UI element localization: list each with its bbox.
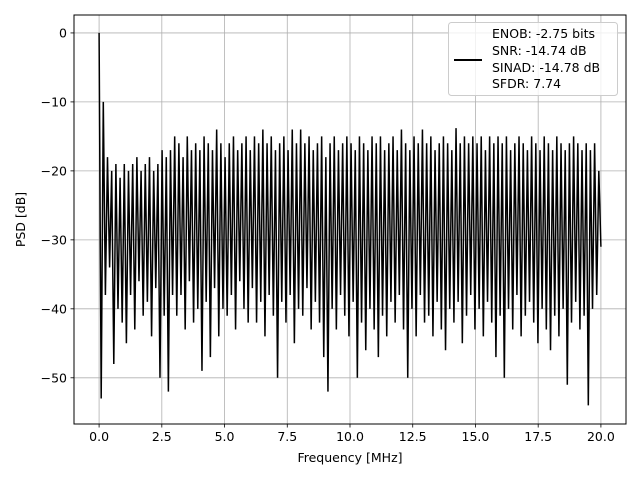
y-tick-label: −10 <box>41 94 67 109</box>
y-tick-label: −50 <box>41 370 67 385</box>
x-tick-label: 10.0 <box>336 429 364 444</box>
y-tick-label: −40 <box>41 301 67 316</box>
x-tick-label: 7.5 <box>277 429 297 444</box>
x-tick-label: 20.0 <box>587 429 615 444</box>
y-tick-label: 0 <box>59 25 67 40</box>
x-tick-label: 17.5 <box>524 429 552 444</box>
x-tick-label: 5.0 <box>215 429 235 444</box>
y-axis-label: PSD [dB] <box>13 192 28 247</box>
x-axis-label: Frequency [MHz] <box>297 450 402 465</box>
psd-series-line <box>98 32 602 406</box>
x-tick-label: 12.5 <box>399 429 427 444</box>
y-tick-label: −20 <box>41 163 67 178</box>
legend-enob: ENOB: -2.75 bits <box>492 26 595 41</box>
legend-sinad: SINAD: -14.78 dB <box>492 60 600 75</box>
y-tick-label: −30 <box>41 232 67 247</box>
legend-sfdr: SFDR: 7.74 <box>492 76 561 91</box>
legend-box <box>448 22 618 96</box>
x-tick-label: 0.0 <box>89 429 109 444</box>
ticks: 0.0 2.5 5.0 7.5 10.0 12.5 15.0 17.5 20.0 0 −10 −20 −… <box>41 25 615 444</box>
plot-area <box>98 32 602 406</box>
x-tick-label: 15.0 <box>462 429 490 444</box>
legend: ENOB: -2.75 bits SNR: -14.74 dB SINAD: -… <box>448 22 618 96</box>
x-tick-label: 2.5 <box>152 429 172 444</box>
legend-snr: SNR: -14.74 dB <box>492 43 587 58</box>
